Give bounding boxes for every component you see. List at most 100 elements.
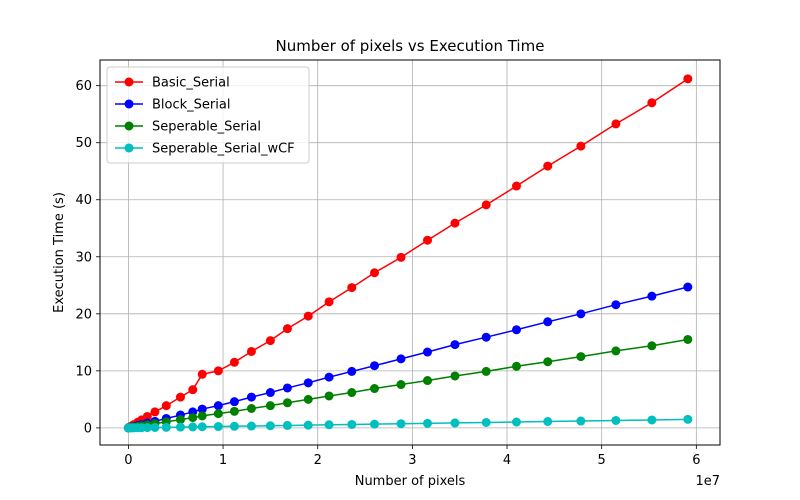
- data-point: [576, 309, 586, 319]
- data-point: [611, 346, 621, 356]
- data-point: [423, 347, 433, 357]
- data-point: [611, 415, 621, 425]
- data-point: [543, 161, 553, 171]
- x-tick-label: 6: [692, 453, 700, 468]
- data-point: [213, 366, 223, 376]
- y-tick-label: 10: [75, 364, 92, 379]
- legend-marker: [124, 143, 134, 153]
- data-point: [576, 352, 586, 362]
- data-point: [303, 420, 313, 430]
- x-axis-offset-label: 1e7: [695, 474, 720, 489]
- legend-item: Seperable_Serial: [115, 120, 261, 135]
- plot-frame: [99, 59, 721, 446]
- x-tick-label: 4: [503, 453, 511, 468]
- data-point: [303, 378, 313, 388]
- data-point: [246, 392, 256, 402]
- data-point: [324, 372, 334, 382]
- y-tick-label: 40: [75, 193, 92, 208]
- y-tick-label: 30: [75, 250, 92, 265]
- data-point: [396, 380, 406, 390]
- data-point: [213, 401, 223, 411]
- data-point: [265, 421, 275, 431]
- data-point: [481, 417, 491, 427]
- series-Seperable_Serial_wCF: [123, 414, 693, 433]
- legend-item: Seperable_Serial_wCF: [115, 142, 295, 157]
- data-point: [282, 324, 292, 334]
- data-point: [481, 332, 491, 342]
- data-point: [265, 388, 275, 398]
- data-point: [396, 354, 406, 364]
- data-point: [481, 200, 491, 210]
- data-point: [303, 311, 313, 321]
- data-point: [142, 411, 152, 421]
- data-point: [576, 416, 586, 426]
- data-point: [511, 181, 521, 191]
- data-point: [213, 422, 223, 432]
- data-point: [683, 74, 693, 84]
- data-point: [229, 421, 239, 431]
- x-tick-label: 2: [314, 453, 322, 468]
- data-point: [611, 300, 621, 310]
- data-point: [423, 376, 433, 386]
- x-tick-label: 3: [408, 453, 416, 468]
- data-point: [303, 394, 313, 404]
- data-point: [150, 422, 160, 432]
- data-point: [324, 391, 334, 401]
- data-point: [511, 325, 521, 335]
- data-point: [543, 357, 553, 367]
- legend-label: Block_Serial: [152, 98, 230, 113]
- data-point: [188, 413, 198, 423]
- legend-marker: [124, 121, 134, 131]
- data-point: [324, 420, 334, 430]
- legend-label: Seperable_Serial: [152, 120, 261, 135]
- data-point: [324, 297, 334, 307]
- data-point: [647, 291, 657, 301]
- data-point: [450, 340, 460, 350]
- legend-label: Seperable_Serial_wCF: [152, 142, 295, 157]
- data-point: [576, 141, 586, 151]
- data-point: [423, 418, 433, 428]
- data-point: [161, 401, 171, 411]
- data-point: [423, 235, 433, 245]
- data-point: [370, 361, 380, 371]
- data-point: [683, 334, 693, 344]
- legend-label: Basic_Serial: [152, 76, 230, 91]
- data-point: [543, 317, 553, 327]
- data-point: [481, 366, 491, 376]
- data-point: [647, 415, 657, 425]
- data-point: [347, 283, 357, 293]
- data-point: [647, 98, 657, 108]
- y-tick-label: 0: [84, 421, 92, 436]
- data-point: [175, 392, 185, 402]
- data-point: [188, 385, 198, 395]
- data-point: [246, 403, 256, 413]
- x-tick-label: 5: [598, 453, 606, 468]
- data-point: [229, 406, 239, 416]
- data-point: [450, 418, 460, 428]
- data-point: [347, 388, 357, 398]
- data-point: [197, 369, 207, 379]
- data-point: [142, 423, 152, 433]
- data-point: [265, 401, 275, 411]
- y-axis-label: Execution Time (s): [52, 192, 67, 313]
- data-point: [213, 409, 223, 419]
- data-point: [543, 417, 553, 427]
- data-point: [683, 282, 693, 292]
- x-tick-label: 1: [219, 453, 227, 468]
- data-point: [229, 397, 239, 407]
- data-point: [511, 361, 521, 371]
- data-point: [611, 119, 621, 129]
- y-tick-label: 20: [75, 307, 92, 322]
- legend-marker: [124, 77, 134, 87]
- data-point: [347, 366, 357, 376]
- legend-item: Basic_Serial: [115, 76, 230, 91]
- data-point: [197, 422, 207, 432]
- data-point: [246, 421, 256, 431]
- data-point: [282, 398, 292, 408]
- data-point: [370, 268, 380, 278]
- x-axis-label: Number of pixels: [355, 474, 466, 489]
- data-point: [347, 419, 357, 429]
- data-point: [265, 336, 275, 346]
- data-point: [450, 371, 460, 381]
